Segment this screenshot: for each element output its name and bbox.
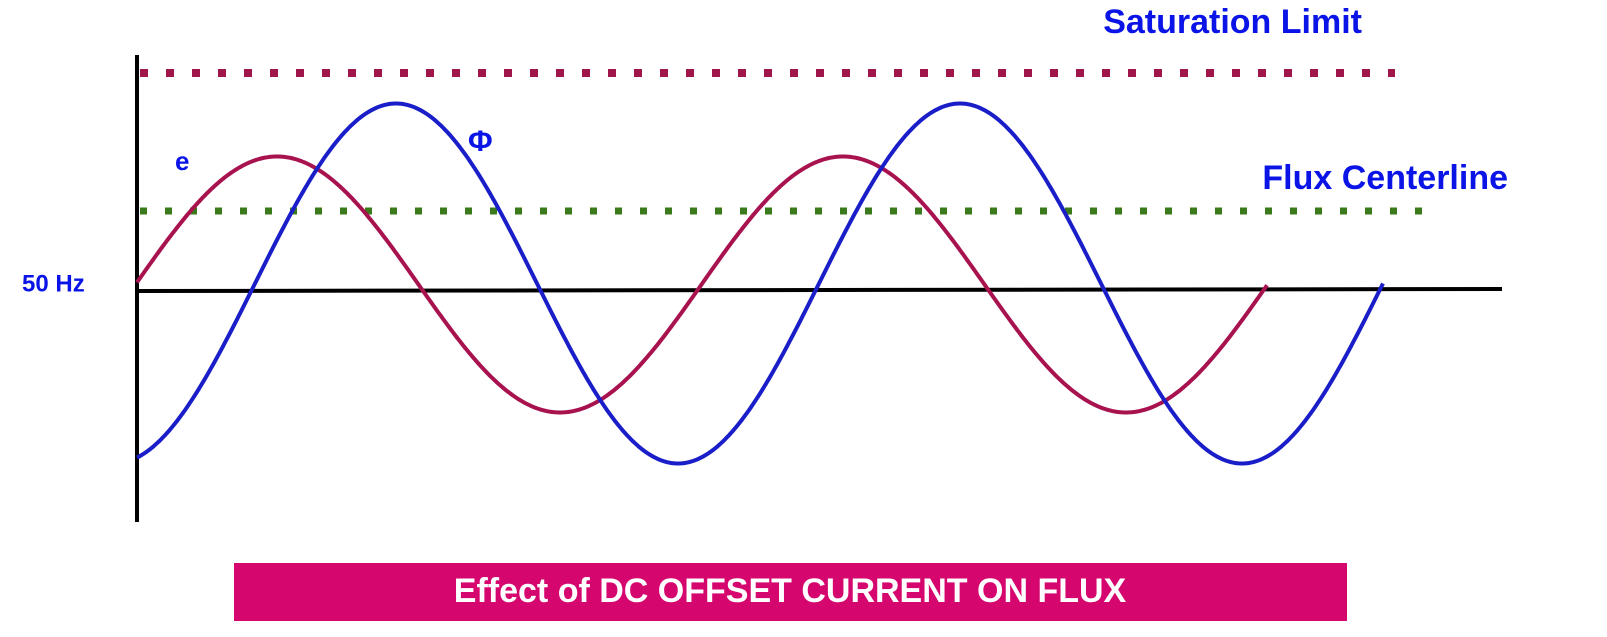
flux-curve (136, 101, 1385, 466)
frequency-label: 50 Hz (22, 270, 85, 297)
caption: Effect of DC OFFSET CURRENT ON FLUX (454, 572, 1127, 610)
centerline-label: Flux Centerline (1262, 159, 1508, 197)
voltage-curve (135, 154, 1269, 415)
horizontal-axis (136, 287, 1503, 293)
caption-box (234, 563, 1347, 621)
e-label: e (175, 146, 189, 176)
phi-label: Φ (468, 125, 493, 158)
saturation-label: Saturation Limit (1103, 3, 1362, 41)
